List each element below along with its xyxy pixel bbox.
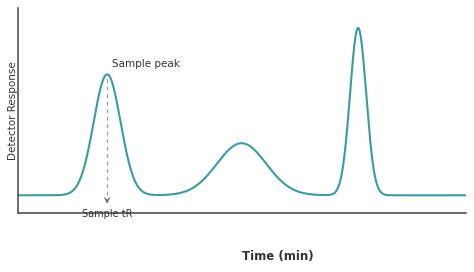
X-axis label: Time (min): Time (min) bbox=[242, 250, 313, 263]
Text: Sample tR: Sample tR bbox=[82, 209, 132, 219]
Y-axis label: Detector Response: Detector Response bbox=[9, 61, 18, 160]
Text: Sample peak: Sample peak bbox=[111, 59, 180, 69]
